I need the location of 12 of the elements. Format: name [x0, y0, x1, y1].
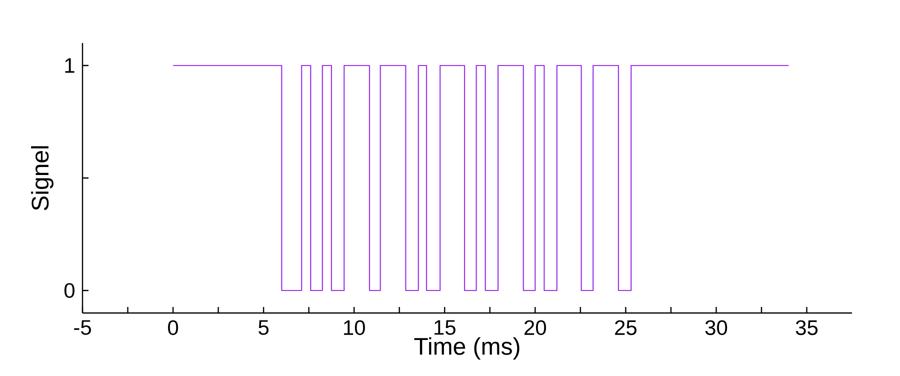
x-tick-label: -5	[74, 320, 91, 335]
y-axis-title: Signel	[31, 146, 54, 210]
x-tick-label: 10	[344, 320, 365, 336]
x-tick-label: 25	[615, 320, 636, 336]
x-tick-label: 15	[434, 320, 456, 335]
x-tick-label: 0	[168, 320, 178, 336]
x-tick-label: 35	[796, 320, 818, 336]
x-tick-label: 20	[524, 320, 546, 336]
x-axis-title: Time (ms)	[414, 337, 520, 360]
y-tick-label: 1	[65, 58, 74, 73]
x-tick-label: 30	[705, 320, 728, 336]
x-tick-label: 5	[258, 320, 269, 335]
